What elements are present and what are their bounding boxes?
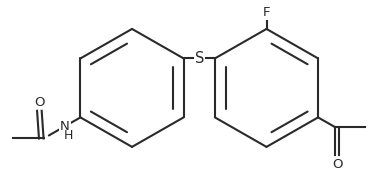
Text: N: N: [60, 120, 70, 133]
Text: S: S: [195, 51, 204, 66]
Text: O: O: [332, 158, 342, 171]
Text: H: H: [64, 129, 74, 142]
Text: O: O: [34, 96, 45, 109]
Text: F: F: [263, 6, 270, 18]
